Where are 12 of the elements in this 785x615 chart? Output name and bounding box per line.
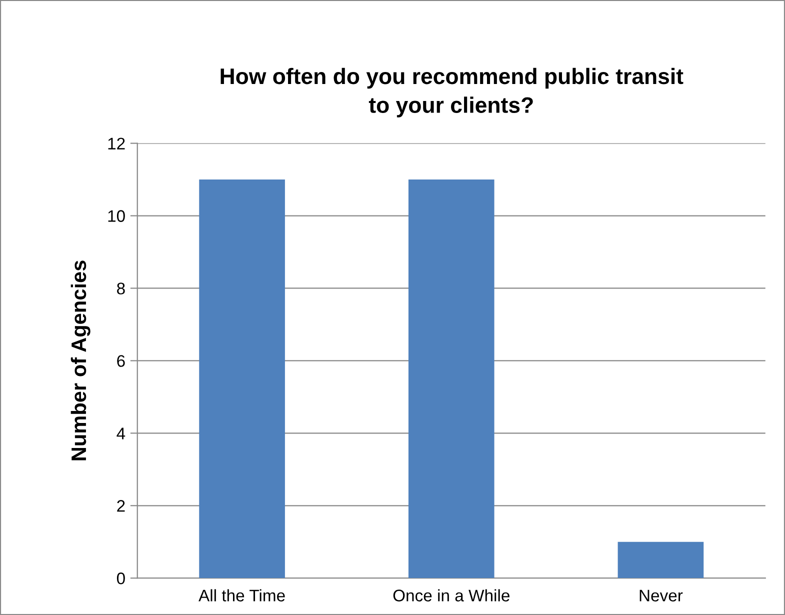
y-tick-label: 4: [116, 428, 126, 440]
x-tick-label: Once in a While: [393, 589, 510, 602]
y-tick-label: 2: [117, 500, 125, 512]
chart-title: How often do you recommend public transit to your clients?: [220, 68, 684, 118]
x-tick-label: Never: [640, 590, 683, 602]
y-tick-label: 12: [108, 138, 125, 150]
x-tick-label: All the Time: [198, 589, 285, 602]
y-tick-label: 8: [117, 282, 125, 294]
y-tick-label: 10: [108, 210, 125, 222]
y-tick-label: 0: [116, 572, 125, 584]
y-tick-label: 6: [117, 355, 125, 367]
y-axis-title: Number of Agencies: [70, 260, 90, 460]
